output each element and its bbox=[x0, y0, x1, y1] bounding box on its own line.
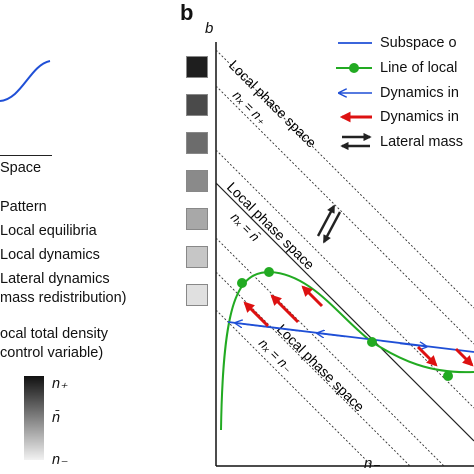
legend-local-equilibria: Local equilibria bbox=[0, 223, 97, 239]
blue-dynamics-arrow bbox=[318, 333, 346, 336]
gray-swatch bbox=[186, 284, 208, 306]
phase-line-dotted bbox=[215, 309, 373, 467]
lateral-arrow-down bbox=[322, 211, 342, 244]
legend-label-red-dynamics: Dynamics in bbox=[380, 109, 459, 125]
red-dynamics-arrow bbox=[454, 347, 474, 367]
density-title-line2: control variable) bbox=[0, 345, 104, 361]
equilibria-curve bbox=[220, 270, 474, 431]
legend-local-dynamics: Local dynamics bbox=[0, 247, 100, 263]
red-dynamics-arrow bbox=[270, 294, 300, 324]
legend-lateral-dynamics: Lateral dynamics bbox=[0, 271, 110, 287]
red-dynamics-arrow bbox=[301, 285, 324, 308]
lateral-arrow-up bbox=[316, 204, 336, 237]
x-axis-label: n₋ bbox=[364, 455, 381, 472]
phase-line-mid bbox=[215, 182, 474, 442]
gray-swatch bbox=[186, 170, 208, 192]
red-dynamics-arrow bbox=[243, 301, 270, 328]
phase-line-dotted bbox=[215, 85, 474, 345]
legend-mass-redistribution: mass redistribution) bbox=[0, 290, 127, 306]
space-axis-label: Space bbox=[0, 160, 42, 176]
legend-label-lateral: Lateral mass bbox=[380, 134, 464, 150]
blue-dynamics-arrow bbox=[236, 323, 301, 332]
colorbar-tick-top: n₊ bbox=[52, 376, 68, 392]
gray-swatch bbox=[186, 132, 208, 154]
density-title-line1: ocal total density bbox=[0, 326, 109, 342]
phase-line-dotted bbox=[215, 49, 474, 309]
equilibrium-point bbox=[264, 267, 274, 277]
legend-label-blue-dynamics: Dynamics in bbox=[380, 85, 459, 101]
legend-pattern: Pattern bbox=[0, 199, 47, 215]
y-axis-label: b bbox=[205, 20, 214, 37]
gray-swatch bbox=[186, 56, 208, 78]
legend-label-equilibria: Line of local bbox=[380, 60, 458, 76]
colorbar-tick-bottom: n₋ bbox=[52, 452, 68, 468]
pattern-curve bbox=[0, 60, 51, 102]
red-dynamics-arrow bbox=[416, 345, 438, 367]
colorbar-tick-mid: n̄ bbox=[52, 410, 61, 426]
blue-dynamics-arrow bbox=[399, 344, 426, 347]
legend-symbol-equilibria-dot bbox=[349, 63, 359, 73]
equilibrium-point bbox=[237, 278, 247, 288]
gray-swatch bbox=[186, 94, 208, 116]
gray-swatch bbox=[186, 208, 208, 230]
density-colorbar bbox=[24, 376, 44, 460]
panel-letter: b bbox=[180, 0, 194, 25]
legend-label-subspace: Subspace o bbox=[380, 35, 457, 51]
phase-line-dotted bbox=[215, 237, 445, 467]
equilibrium-point bbox=[443, 371, 453, 381]
gray-swatch bbox=[186, 246, 208, 268]
space-axis-line bbox=[0, 155, 52, 156]
equilibrium-point bbox=[367, 337, 377, 347]
